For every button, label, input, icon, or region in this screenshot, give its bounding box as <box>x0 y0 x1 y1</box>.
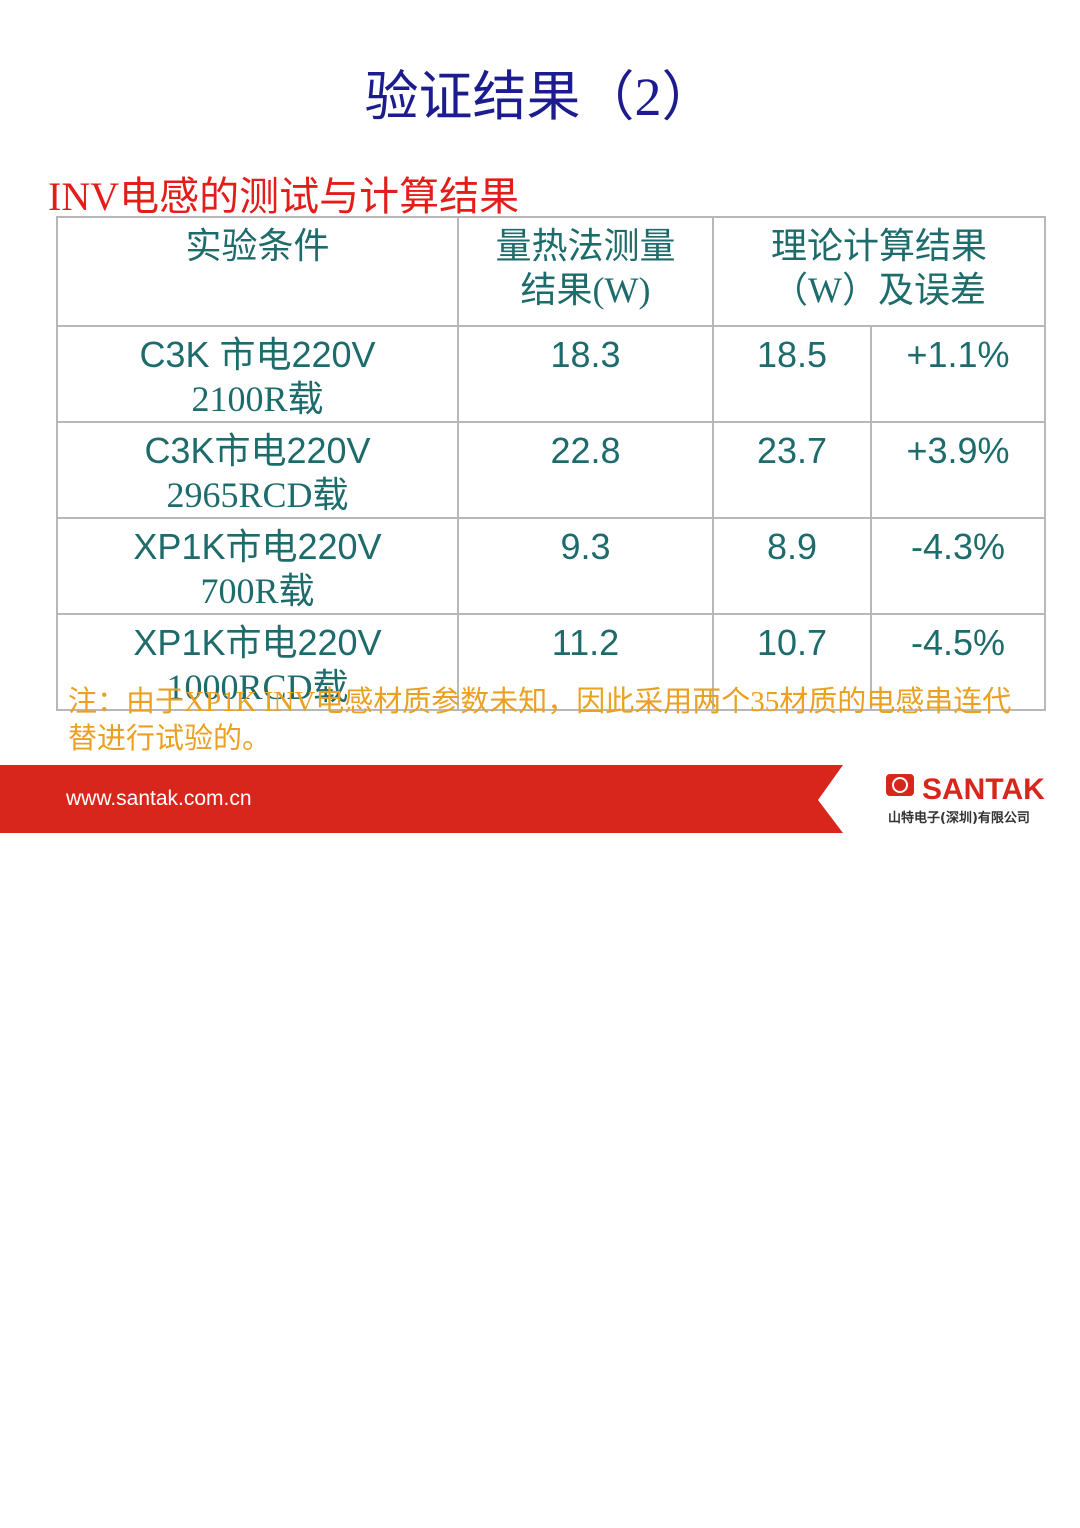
cell-line: 2100R载 <box>191 379 324 419</box>
red-band <box>0 765 843 833</box>
brand: SANTAK <box>922 773 1045 806</box>
results-table: 实验条件 量热法测量结果(W) 理论计算结果（W）及误差 C3K 市电220V 2… <box>56 216 1047 711</box>
footer-band <box>0 765 914 833</box>
header-cell: 量热法测量结果(W) <box>457 216 714 327</box>
table-cell: 11.2 <box>457 613 714 711</box>
cell-line: 700R载 <box>200 571 315 611</box>
table-cell: 18.5 <box>712 325 872 423</box>
table-row: C3K 市电220V 2100R载 18.3 18.5 +1.1% <box>56 325 1047 423</box>
table-cell: 23.7 <box>712 421 872 519</box>
logo-icon <box>886 774 914 796</box>
header-cell: 实验条件 <box>56 216 459 327</box>
table-cell: XP1K市电220V 700R载 <box>56 517 459 615</box>
subtitle: INV电感的测试与计算结果 <box>48 174 520 219</box>
table-cell: 22.8 <box>457 421 714 519</box>
cell-line: C3K 市电220V <box>139 334 376 375</box>
note: 注：由于XP1K INV电感材质参数未知，因此采用两个35材质的电感串连代替进行… <box>68 686 1012 755</box>
table-row: C3K市电220V 2965RCD载 22.8 23.7 +3.9% <box>56 421 1047 519</box>
table-cell: -4.5% <box>869 613 1047 711</box>
table-cell: -4.3% <box>869 517 1047 615</box>
table-cell: 10.7 <box>712 613 872 711</box>
table-cell: +3.9% <box>869 421 1047 519</box>
table-cell: 8.9 <box>712 517 872 615</box>
logo-mark <box>892 777 908 793</box>
cell-line: 1000RCD载 <box>166 667 349 707</box>
table-cell: C3K 市电220V 2100R载 <box>56 325 459 423</box>
cell-line: C3K市电220V <box>144 430 371 471</box>
table-cell: C3K市电220V 2965RCD载 <box>56 421 459 519</box>
footer-url: www.santak.com.cn <box>66 787 252 810</box>
cell-line: 2965RCD载 <box>166 475 349 515</box>
company: 山特电子(深圳)有限公司 <box>888 811 1030 826</box>
table-cell: 9.3 <box>457 517 714 615</box>
title: 验证结果（2） <box>364 67 716 127</box>
cell-line: XP1K市电220V <box>133 526 382 567</box>
table-cell: XP1K市电220V 1000RCD载 <box>56 613 459 711</box>
table-row: XP1K市电220V 700R载 9.3 8.9 -4.3% <box>56 517 1047 615</box>
cell-line: XP1K市电220V <box>133 622 382 663</box>
table-cell: 18.3 <box>457 325 714 423</box>
table-row: XP1K市电220V 1000RCD载 11.2 10.7 -4.5% <box>56 613 1047 711</box>
table-cell: +1.1% <box>869 325 1047 423</box>
header-cell: 理论计算结果（W）及误差 <box>711 216 1047 327</box>
